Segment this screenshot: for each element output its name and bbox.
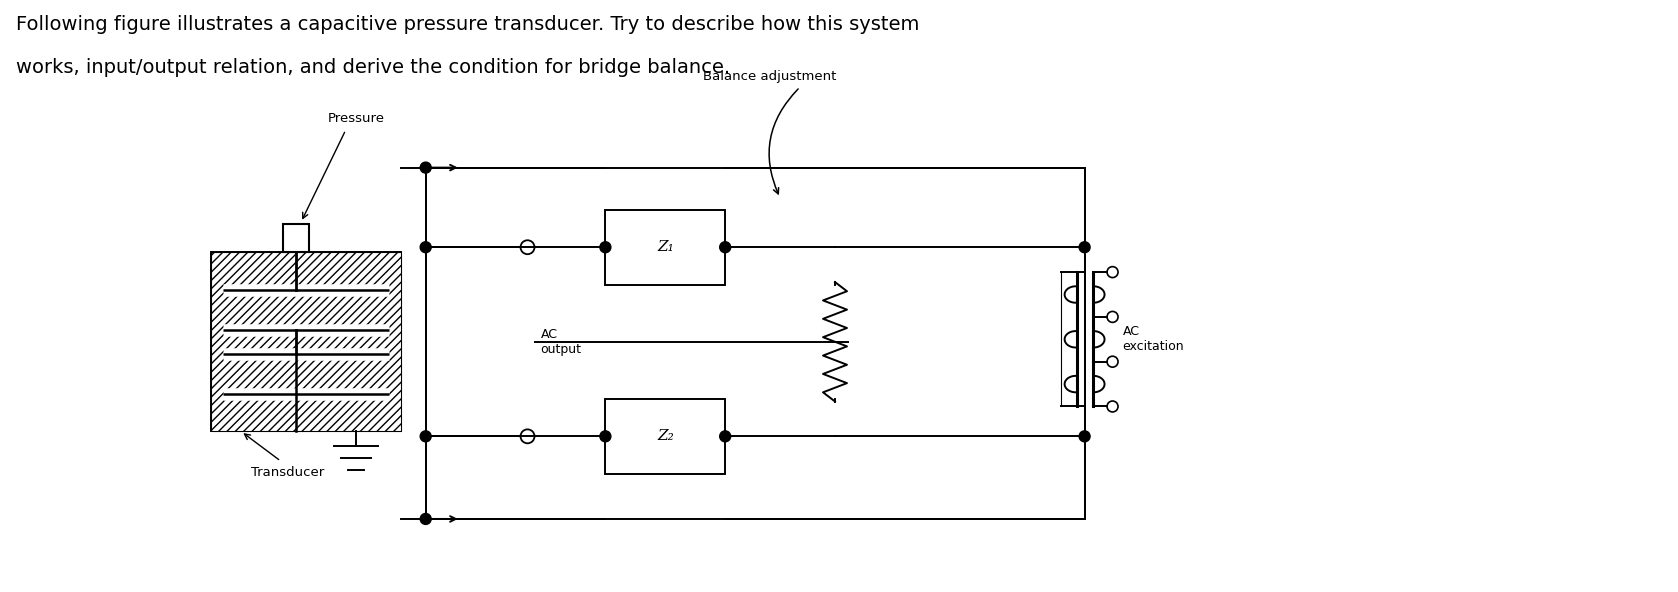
Text: AC
excitation: AC excitation bbox=[1123, 325, 1185, 353]
Polygon shape bbox=[606, 210, 725, 285]
Circle shape bbox=[420, 242, 431, 253]
Text: works, input/output relation, and derive the condition for bridge balance.: works, input/output relation, and derive… bbox=[17, 58, 730, 77]
Circle shape bbox=[601, 242, 611, 253]
Text: Z₂: Z₂ bbox=[656, 429, 673, 443]
Circle shape bbox=[420, 431, 431, 442]
Circle shape bbox=[601, 431, 611, 442]
Text: Pressure: Pressure bbox=[327, 112, 384, 125]
Polygon shape bbox=[211, 252, 401, 432]
Circle shape bbox=[720, 242, 730, 253]
Circle shape bbox=[1079, 431, 1091, 442]
Circle shape bbox=[720, 431, 730, 442]
Circle shape bbox=[420, 162, 431, 173]
Circle shape bbox=[1079, 242, 1091, 253]
Text: Balance adjustment: Balance adjustment bbox=[703, 70, 837, 83]
Polygon shape bbox=[606, 399, 725, 474]
Polygon shape bbox=[211, 252, 401, 432]
Text: Following figure illustrates a capacitive pressure transducer. Try to describe h: Following figure illustrates a capacitiv… bbox=[17, 15, 920, 34]
Polygon shape bbox=[284, 224, 309, 252]
Text: Z₁: Z₁ bbox=[656, 240, 673, 254]
Circle shape bbox=[420, 513, 431, 525]
Text: AC
output: AC output bbox=[540, 328, 582, 356]
Text: Transducer: Transducer bbox=[252, 466, 324, 479]
